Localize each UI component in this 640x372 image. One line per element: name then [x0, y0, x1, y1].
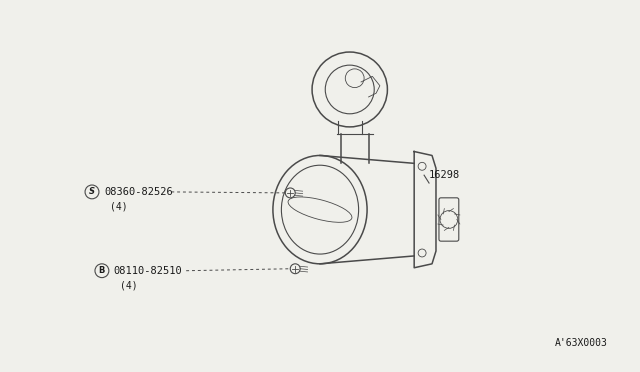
Text: (4): (4): [110, 202, 127, 212]
Text: 08360-82526: 08360-82526: [104, 187, 173, 197]
Text: 08110-82510: 08110-82510: [114, 266, 182, 276]
Text: (4): (4): [120, 280, 138, 291]
Text: B: B: [99, 266, 105, 275]
Text: 16298: 16298: [429, 170, 460, 180]
Text: S: S: [89, 187, 95, 196]
Text: A'63X0003: A'63X0003: [555, 337, 607, 347]
